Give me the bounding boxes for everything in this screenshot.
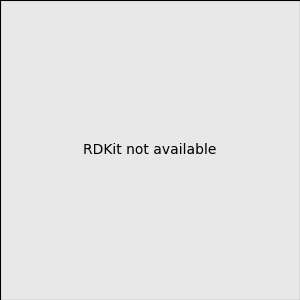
Text: RDKit not available: RDKit not available xyxy=(83,143,217,157)
